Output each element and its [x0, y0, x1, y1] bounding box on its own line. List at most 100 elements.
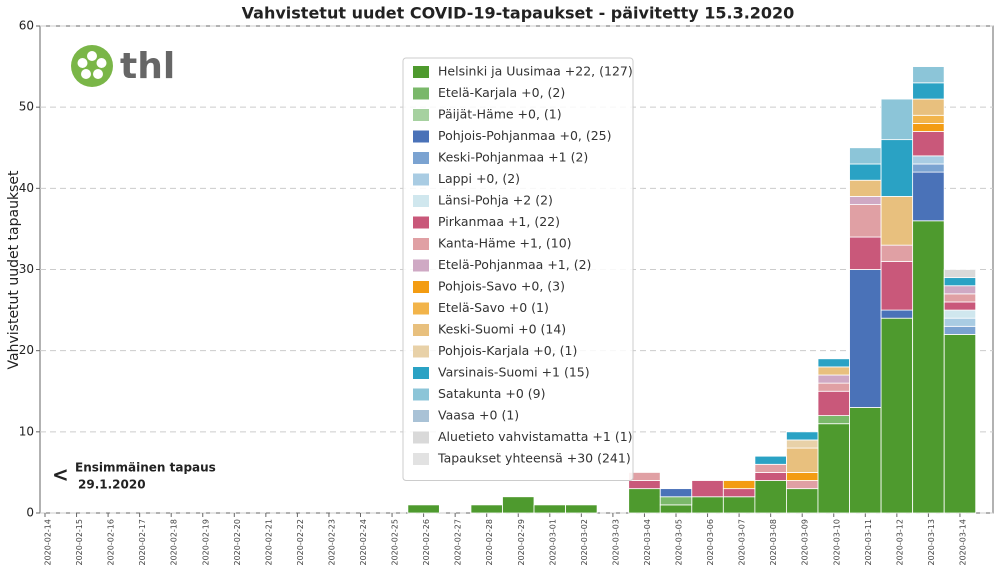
legend-swatch — [413, 109, 429, 121]
x-tick-label: 2020-03-06 — [706, 519, 715, 566]
legend-swatch — [413, 173, 429, 186]
legend-swatch — [413, 87, 429, 100]
legend-swatch — [413, 324, 429, 336]
legend-label: Pohjois-Karjala +0, (1) — [438, 343, 577, 358]
legend-swatch — [413, 66, 429, 78]
legend-label: Keski-Suomi +0 (14) — [438, 322, 566, 337]
bar-segment — [691, 496, 724, 514]
bar-segment — [659, 504, 693, 514]
legend-swatch — [413, 388, 429, 401]
x-tick-label: 2020-03-14 — [958, 519, 967, 566]
bar-segment — [533, 504, 566, 514]
bar-segment — [786, 439, 819, 449]
bar-segment — [943, 269, 977, 279]
bar-segment — [754, 455, 787, 465]
legend-swatch — [413, 431, 429, 444]
bar-segment — [754, 472, 787, 481]
annotation-text: Ensimmäinen tapaus — [75, 461, 216, 475]
y-tick-label: 50 — [19, 100, 34, 114]
bar-segment — [943, 293, 977, 303]
bar-segment — [565, 504, 598, 514]
bar-segment — [912, 163, 945, 173]
x-tick-label: 2020-02-18 — [170, 519, 179, 566]
bar-segment — [817, 358, 850, 368]
legend-label: Helsinki ja Uusimaa +22, (127) — [438, 64, 633, 79]
y-tick-label: 10 — [19, 424, 34, 438]
bar-segment — [880, 98, 913, 141]
x-tick-label: 2020-02-15 — [75, 519, 84, 566]
bar-segment — [849, 407, 882, 514]
x-tick-label: 2020-02-29 — [517, 519, 526, 566]
bar-segment — [722, 496, 756, 514]
x-tick-label: 2020-02-25 — [391, 519, 400, 566]
x-tick-label: 2020-03-12 — [895, 519, 904, 566]
bar-segment — [912, 220, 945, 514]
legend-label: Etelä-Savo +0 (1) — [438, 300, 549, 315]
legend-label: Kanta-Häme +1, (10) — [438, 236, 572, 251]
x-tick-label: 2020-03-07 — [738, 519, 747, 566]
bar-segment — [880, 309, 913, 319]
bar-segment — [817, 366, 850, 376]
bar-segment — [849, 204, 882, 238]
x-tick-label: 2020-02-28 — [485, 519, 494, 566]
legend-label: Päijät-Häme +0, (1) — [438, 107, 562, 122]
legend-label: Keski-Pohjanmaa +1 (2) — [438, 150, 588, 165]
x-tick-label: 2020-02-21 — [264, 519, 273, 566]
legend-label: Pirkanmaa +1, (22) — [438, 214, 560, 229]
bar-segment — [912, 82, 945, 100]
logo-text: thl — [120, 46, 175, 87]
bar-segment — [943, 325, 977, 335]
bar-segment — [912, 155, 945, 165]
logo-flower — [77, 51, 107, 79]
y-tick-label: 20 — [19, 343, 34, 357]
bar-segment — [691, 480, 724, 498]
x-tick-label: 2020-02-16 — [107, 519, 116, 566]
bar-segment — [880, 196, 913, 246]
legend-swatch — [413, 195, 429, 207]
legend-swatch — [413, 130, 429, 143]
bar-segment — [912, 123, 945, 132]
bar-segment — [912, 131, 945, 157]
x-tick-label: 2020-03-03 — [611, 519, 620, 566]
bar-segment — [502, 496, 535, 514]
bar-segment — [849, 179, 882, 197]
x-tick-label: 2020-03-10 — [832, 519, 841, 566]
bar-segment — [722, 488, 756, 498]
bar-segment — [943, 301, 977, 311]
bar-segment — [786, 488, 819, 514]
x-tick-label: 2020-03-01 — [548, 519, 557, 566]
bar-segment — [943, 285, 977, 295]
bar-segment — [628, 480, 661, 490]
bar-segment — [817, 390, 850, 417]
legend-label: Satakunta +0 (9) — [438, 386, 546, 401]
y-axis-label: Vahvistetut uudet tapaukset — [6, 170, 22, 369]
legend-swatch — [413, 410, 429, 422]
bar-segment — [817, 382, 850, 392]
bar-segment — [786, 472, 819, 481]
bar-segment — [786, 431, 819, 441]
bar-segment — [880, 244, 913, 262]
logo: thl — [71, 45, 175, 87]
logo-circle — [71, 45, 113, 87]
x-tick-label: 2020-02-22 — [296, 519, 305, 566]
legend-label: Aluetieto vahvistamatta +1 (1) — [438, 429, 633, 444]
bar-segment — [849, 163, 882, 181]
legend-label: Vaasa +0 (1) — [438, 408, 519, 423]
bar-segment — [849, 147, 882, 165]
bar-segment — [912, 114, 945, 124]
bar-segment — [786, 447, 819, 473]
bar-segment — [880, 317, 913, 514]
legend-swatch — [413, 281, 429, 293]
legend-swatch — [413, 367, 429, 379]
bar-segment — [754, 463, 787, 473]
x-tick-label: 2020-02-24 — [359, 519, 368, 566]
x-tick-label: 2020-03-09 — [801, 519, 810, 566]
x-tick-label: 2020-03-08 — [769, 519, 778, 566]
legend-swatch — [413, 345, 429, 358]
x-tick-label: 2020-02-19 — [201, 519, 210, 566]
x-tick-label: 2020-02-17 — [138, 519, 147, 566]
y-tick-label: 0 — [26, 506, 34, 520]
bar-segment — [943, 309, 977, 319]
bar-segment — [849, 269, 882, 408]
bar-segment — [943, 277, 977, 287]
